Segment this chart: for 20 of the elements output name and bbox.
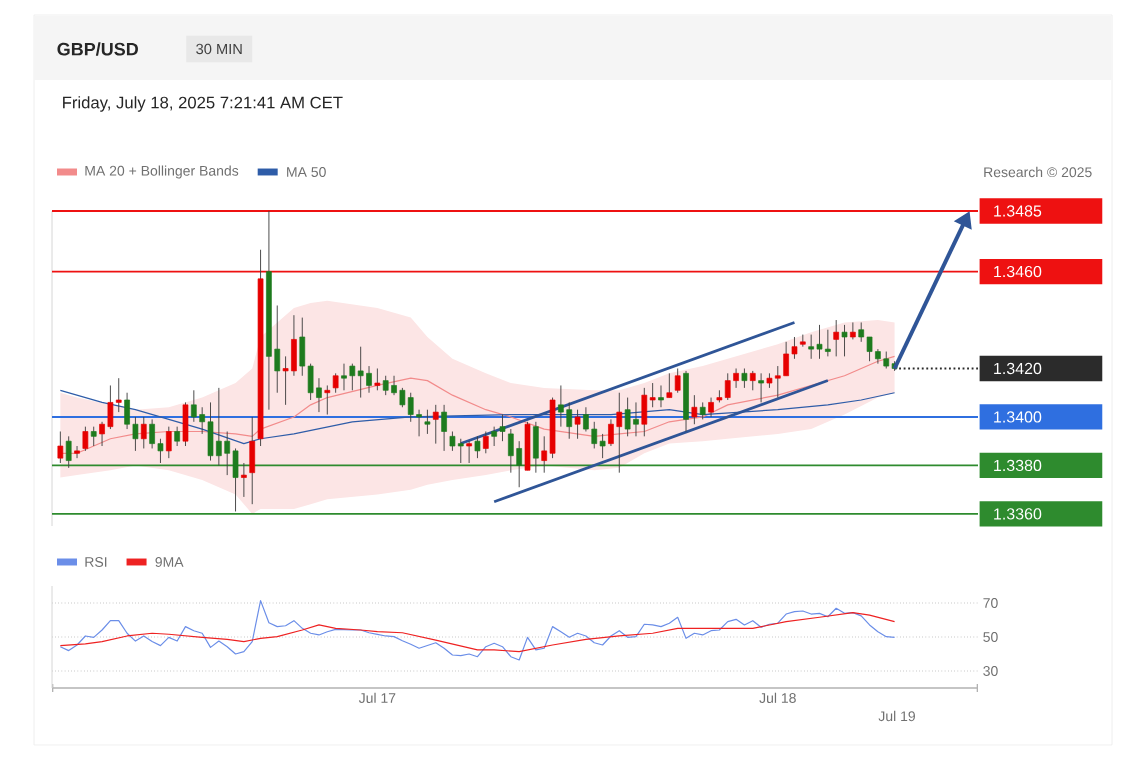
text: Jul 19 (878, 710, 915, 722)
ref-line-label: 1.3400 (994, 411, 1042, 423)
text: Research © 2025 (984, 166, 1092, 178)
chart-subtitle: 30 MIN (196, 43, 242, 55)
ref-line-label: 1.3460 (994, 265, 1042, 278)
y-tick-label: 30 (983, 666, 998, 676)
chart-title: GBP/USD (57, 42, 138, 56)
x-tick-label: Jul 17 (358, 692, 396, 703)
ref-line-label: 1.3420 (994, 362, 1042, 375)
ref-line-label: 1.3380 (994, 459, 1042, 472)
legend-label: 9MA (155, 557, 184, 567)
text: Friday, July 18, 2025 7:21:41 AM CET (63, 96, 343, 112)
ref-line-label: 1.3485 (994, 205, 1042, 217)
ref-line-label: 1.3360 (994, 508, 1042, 520)
legend-label: MA 20 + Bollinger Bands (85, 165, 239, 179)
legend-label: MA 50 (287, 167, 326, 177)
y-tick-label: 70 (983, 598, 998, 608)
x-tick-label: Jul 18 (759, 692, 796, 703)
y-tick-label: 50 (983, 632, 998, 642)
legend-label: RSI (85, 557, 107, 567)
